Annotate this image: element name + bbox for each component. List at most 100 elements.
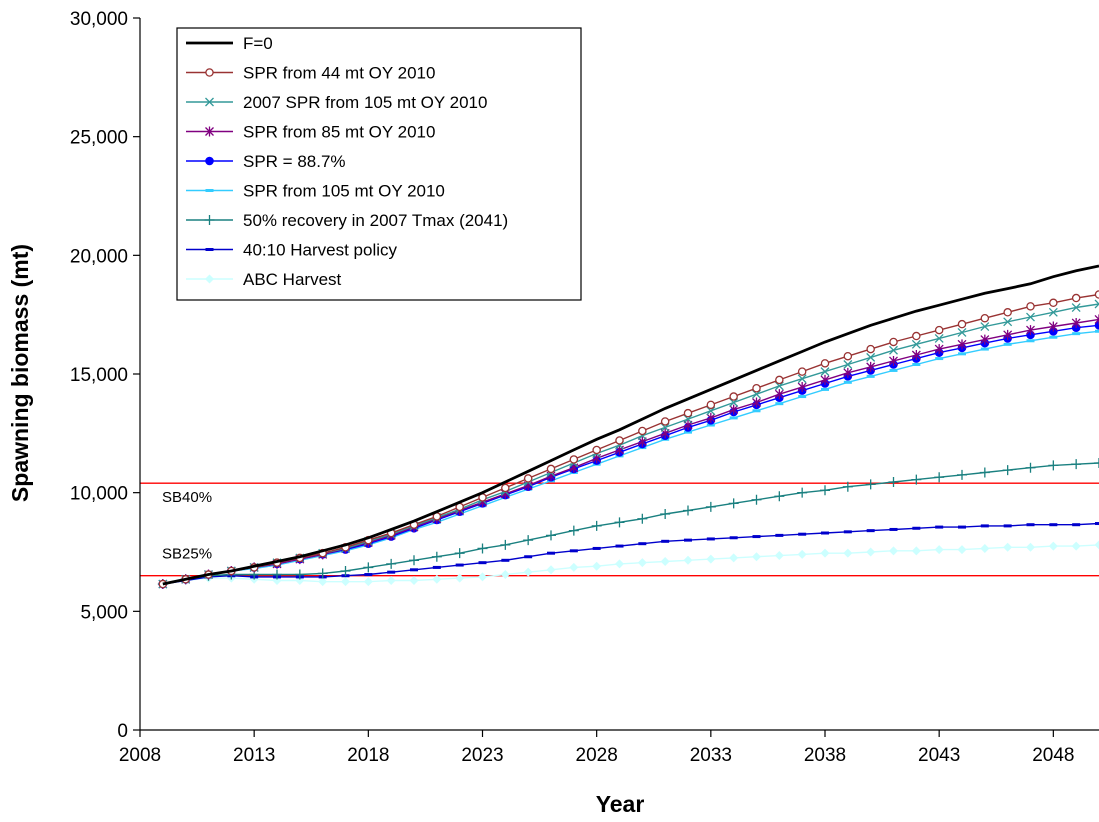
series-line	[162, 264, 1099, 586]
data-point	[866, 344, 875, 354]
data-point	[934, 472, 945, 483]
data-point	[843, 367, 853, 378]
data-point	[591, 520, 602, 531]
legend-label: SPR from 44 mt OY 2010	[243, 64, 435, 83]
data-point	[797, 487, 808, 498]
data-point	[546, 464, 556, 474]
data-point	[317, 568, 328, 579]
data-point	[934, 545, 944, 555]
legend-item: 2007 SPR from 105 mt OY 2010	[186, 93, 487, 112]
data-point	[523, 474, 533, 483]
legend-item: 50% recovery in 2007 Tmax (2041)	[186, 211, 508, 230]
x-tick-label: 2043	[918, 745, 960, 766]
data-point	[866, 361, 876, 372]
data-point	[1026, 312, 1035, 322]
y-tick-label: 0	[117, 721, 128, 742]
data-point	[842, 481, 853, 492]
data-point	[294, 569, 305, 580]
data-point	[843, 380, 852, 384]
data-point	[1071, 293, 1081, 303]
legend-label: SPR from 85 mt OY 2010	[243, 123, 435, 142]
series-9	[158, 540, 1099, 589]
data-point	[637, 513, 648, 524]
data-point	[1048, 307, 1058, 317]
data-point	[1071, 459, 1082, 470]
series-line	[162, 330, 1099, 585]
data-point	[775, 402, 784, 406]
x-tick-label: 2008	[119, 745, 161, 766]
data-point	[683, 555, 693, 565]
data-point	[706, 400, 716, 410]
data-point	[888, 476, 899, 487]
data-point	[752, 409, 761, 413]
data-point	[797, 367, 807, 376]
data-point	[1003, 542, 1013, 552]
data-point	[1094, 314, 1099, 325]
data-point	[500, 539, 511, 550]
data-point	[409, 555, 419, 566]
data-point	[1072, 332, 1081, 336]
data-point	[501, 483, 510, 493]
data-point	[660, 556, 670, 566]
data-point	[820, 359, 830, 368]
data-point	[957, 545, 967, 555]
data-point	[935, 357, 944, 361]
data-point	[912, 526, 921, 530]
data-point	[843, 530, 852, 534]
data-point	[957, 469, 967, 480]
data-point	[729, 416, 738, 420]
data-point	[1026, 339, 1035, 343]
data-point	[569, 549, 578, 553]
data-point	[455, 563, 464, 567]
series-1	[162, 264, 1099, 586]
data-point	[798, 532, 807, 536]
data-point	[980, 313, 990, 323]
data-point	[501, 558, 510, 562]
data-point	[638, 542, 647, 546]
data-point	[729, 536, 738, 540]
data-point	[935, 525, 944, 529]
data-point	[729, 392, 738, 401]
data-point	[1026, 325, 1035, 336]
legend-item: SPR from 44 mt OY 2010	[186, 64, 435, 83]
data-point	[637, 558, 647, 568]
data-point	[431, 551, 442, 562]
data-point	[1071, 303, 1081, 313]
label-sb25: SB25%	[162, 546, 212, 563]
data-point	[1094, 299, 1099, 309]
data-point	[546, 530, 556, 541]
data-point	[865, 479, 876, 490]
data-point	[866, 547, 876, 557]
series-4	[158, 314, 1099, 590]
data-point	[889, 546, 898, 556]
legend-swatch-marker	[204, 215, 215, 225]
data-point	[820, 548, 830, 558]
data-point	[912, 331, 921, 341]
data-point	[523, 567, 533, 577]
legend-label: 2007 SPR from 105 mt OY 2010	[243, 93, 487, 112]
data-point	[638, 426, 647, 436]
data-point	[889, 337, 898, 347]
data-point	[775, 533, 784, 537]
data-point	[706, 412, 716, 423]
data-point	[934, 333, 944, 343]
legend-label: SPR = 88.7%	[243, 152, 346, 171]
data-point	[432, 574, 442, 584]
data-point	[1026, 302, 1035, 311]
data-point	[432, 565, 441, 569]
data-point	[706, 554, 716, 564]
x-tick-label: 2048	[1032, 745, 1074, 766]
legend-item: F=0	[186, 34, 273, 53]
data-point	[980, 347, 989, 351]
data-point	[592, 561, 602, 571]
y-axis-title: Spawning biomass (mt)	[7, 244, 33, 502]
data-point	[660, 417, 670, 426]
series-layer	[157, 264, 1099, 590]
data-point	[546, 565, 556, 575]
data-point	[363, 577, 373, 587]
data-point	[1048, 460, 1059, 471]
data-point	[752, 535, 761, 539]
data-point	[1026, 542, 1035, 552]
data-point	[478, 572, 487, 582]
y-tick-label: 20,000	[70, 246, 128, 267]
